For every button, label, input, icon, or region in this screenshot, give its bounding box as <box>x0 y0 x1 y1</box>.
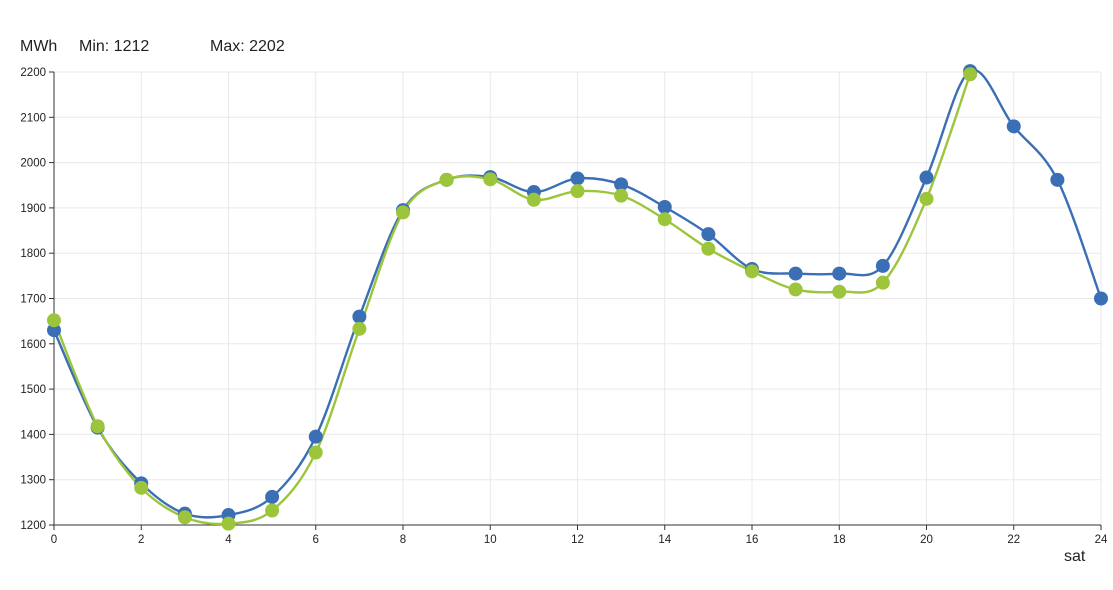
y-tick-label: 2000 <box>20 158 46 170</box>
data-point <box>919 170 934 185</box>
data-point <box>570 184 585 199</box>
data-point <box>875 275 890 290</box>
y-tick-label: 1500 <box>20 384 46 396</box>
data-point <box>483 172 498 187</box>
data-point <box>1050 172 1065 187</box>
data-point <box>570 171 585 186</box>
x-tick-label: 8 <box>400 534 406 546</box>
x-tick-label: 2 <box>138 534 144 546</box>
x-tick-label: 0 <box>51 534 57 546</box>
y-tick-label: 1600 <box>20 339 46 351</box>
x-tick-label: 14 <box>658 534 671 546</box>
data-point <box>701 241 716 256</box>
data-point <box>221 516 236 531</box>
y-tick-label: 2100 <box>20 112 46 124</box>
data-point <box>1006 119 1021 134</box>
chart-header: MWh Min: 1212 Max: 2202 sat <box>20 38 1086 565</box>
data-point <box>47 313 61 328</box>
data-point <box>701 227 716 242</box>
data-point <box>265 489 280 504</box>
x-tick-label: 24 <box>1095 534 1108 546</box>
data-point <box>657 199 672 214</box>
x-tick-label: 20 <box>920 534 933 546</box>
x-tick-label: 18 <box>833 534 846 546</box>
x-tick-label: 6 <box>313 534 319 546</box>
y-tick-label: 1800 <box>20 248 46 260</box>
data-point <box>352 321 367 336</box>
data-point <box>745 264 759 279</box>
y-tick-label: 1300 <box>20 475 46 487</box>
y-tick-label: 1200 <box>20 520 46 532</box>
data-point <box>90 419 105 434</box>
data-point <box>439 172 454 187</box>
data-point <box>875 258 890 273</box>
data-point <box>352 309 367 324</box>
x-tick-label: 10 <box>484 534 497 546</box>
max-label: Max: 2202 <box>210 38 285 55</box>
data-point <box>788 266 803 281</box>
data-point <box>919 191 934 206</box>
data-point <box>134 480 149 495</box>
data-point <box>177 510 192 525</box>
series-1-points <box>47 67 978 531</box>
x-axis-label: sat <box>1064 548 1086 565</box>
unit-label: MWh <box>20 38 57 55</box>
data-point <box>396 205 410 220</box>
min-label: Min: 1212 <box>79 38 149 55</box>
y-tick-label: 2200 <box>20 67 46 79</box>
data-point <box>308 445 323 460</box>
data-point <box>614 177 629 192</box>
series-line <box>52 73 972 526</box>
data-point <box>657 212 672 227</box>
grid <box>53 71 1102 526</box>
data-point <box>265 503 280 518</box>
data-point <box>963 67 978 82</box>
data-point <box>832 284 847 299</box>
data-point <box>47 323 61 338</box>
data-point <box>788 282 803 297</box>
data-point <box>526 192 541 207</box>
x-tick-label: 12 <box>571 534 584 546</box>
series-1 <box>52 73 972 526</box>
series-group <box>47 64 1108 531</box>
data-point <box>1094 291 1108 306</box>
data-point <box>308 429 323 444</box>
data-point <box>832 266 847 281</box>
x-tick-label: 16 <box>746 534 759 546</box>
y-tick-label: 1400 <box>20 429 46 441</box>
axes: 1200130014001500160017001800190020002100… <box>20 67 1108 546</box>
x-tick-label: 4 <box>225 534 232 546</box>
y-tick-label: 1900 <box>20 203 46 215</box>
y-tick-label: 1700 <box>20 294 46 306</box>
x-tick-label: 22 <box>1007 534 1020 546</box>
data-point <box>614 188 629 203</box>
